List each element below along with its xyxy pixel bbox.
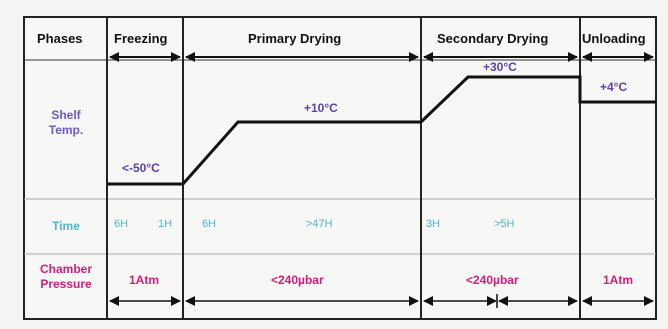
time-freezing-b: 1H	[158, 218, 173, 230]
phase-secondary-drying-label: Secondary Drying	[437, 31, 549, 46]
temp-secondary-value: +30°C	[483, 60, 517, 74]
shelf-temperature-profile	[107, 75, 656, 186]
phase-unloading-label: Unloading	[582, 31, 646, 46]
table-frame	[23, 16, 657, 320]
time-primary-b: >47H	[306, 218, 333, 230]
pressure-secondary-value: <240µbar	[466, 273, 519, 287]
temp-primary-value: +10°C	[304, 101, 338, 115]
chamber-pressure-label-line2: Pressure	[40, 277, 92, 291]
phase-primary-drying-label: Primary Drying	[248, 31, 342, 46]
shelf-temp-label-line1: Shelf	[51, 108, 81, 122]
time-freezing-a: 6H	[114, 218, 129, 230]
temp-freezing-value: <-50°C	[122, 161, 160, 175]
shelf-temp-row-label: Shelf Temp.	[30, 108, 102, 138]
pressure-freezing-value: 1Atm	[129, 273, 160, 287]
pressure-unloading-value: 1Atm	[603, 273, 634, 287]
phase-freezing-label: Freezing	[114, 31, 168, 46]
time-secondary-a: 3H	[426, 218, 441, 230]
bottom-span-arrows	[109, 294, 654, 308]
chamber-pressure-row-label: Chamber Pressure	[28, 262, 104, 292]
time-primary-a: 6H	[202, 218, 217, 230]
chamber-pressure-label-line1: Chamber	[39, 262, 92, 276]
shelf-temp-label-line2: Temp.	[48, 123, 84, 137]
time-row-label: Time	[52, 219, 80, 233]
phases-header-label: Phases	[37, 31, 83, 46]
pressure-primary-value: <240µbar	[271, 273, 324, 287]
time-secondary-b: >5H	[494, 218, 515, 230]
temp-unloading-value: +4°C	[600, 80, 628, 94]
